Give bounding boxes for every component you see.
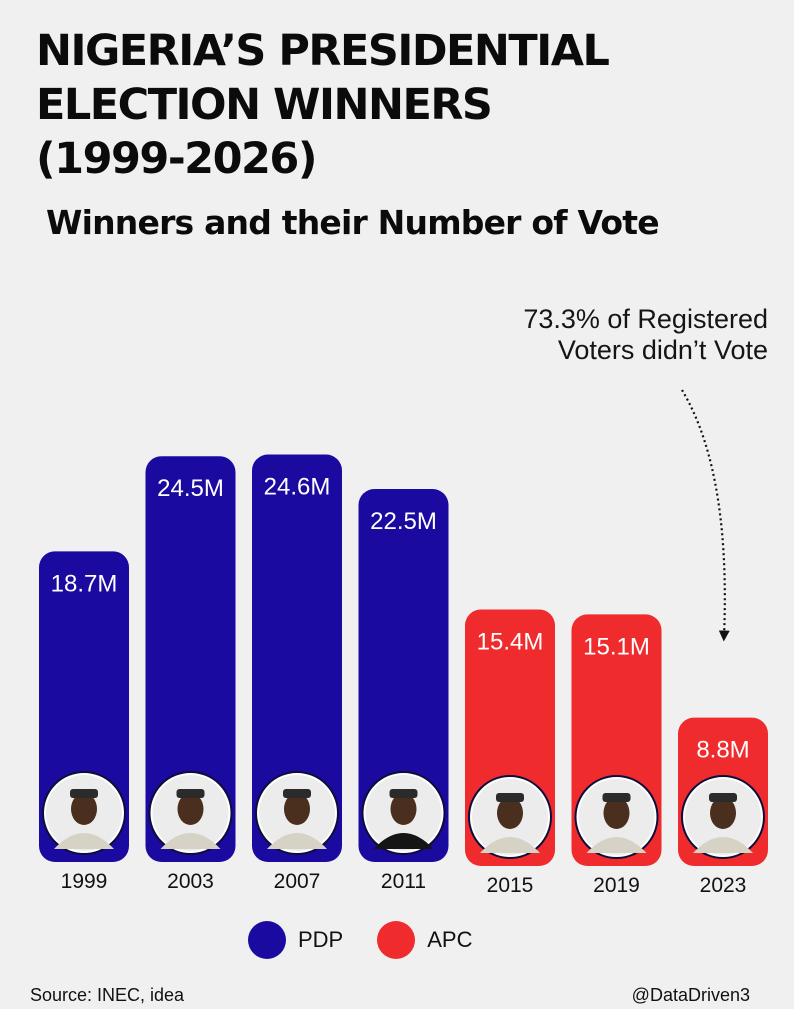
winner-portrait-icon <box>42 771 126 855</box>
year-label: 2007 <box>274 870 321 893</box>
year-label: 2003 <box>167 870 214 893</box>
annotation-arrow <box>681 389 730 642</box>
source-note: Source: INEC, idea <box>30 985 185 1005</box>
year-label: 2011 <box>381 870 426 893</box>
bar-value-label: 18.7M <box>51 570 118 597</box>
year-label: 1999 <box>61 870 108 893</box>
annotation-line-2: Voters didn’t Vote <box>557 335 768 365</box>
winner-portrait-icon <box>681 775 765 859</box>
chart-legend: PDP APC <box>248 921 507 959</box>
bar-value-label: 22.5M <box>370 508 437 535</box>
winner-portrait-icon <box>255 771 339 855</box>
legend-item-pdp: PDP <box>248 921 343 959</box>
annotation-line-1: 73.3% of Registered <box>523 304 768 334</box>
turnout-annotation: 73.3% of Registered Voters didn’t Vote <box>523 304 768 366</box>
bar-value-label: 24.6M <box>264 474 331 501</box>
legend-label-apc: APC <box>427 927 473 952</box>
year-label: 2019 <box>593 874 640 897</box>
bar-2007 <box>252 454 342 862</box>
bar-value-label: 15.1M <box>583 633 650 660</box>
chart-title-line-1: NIGERIA’S PRESIDENTIAL <box>36 26 610 76</box>
chart-subtitle: Winners and their Number of Vote <box>46 203 660 242</box>
legend-swatch-apc <box>377 921 416 959</box>
winner-portrait-icon <box>148 771 233 855</box>
winner-portrait-icon <box>574 775 659 859</box>
chart-title: NIGERIA’S PRESIDENTIAL ELECTION WINNERS … <box>36 24 610 186</box>
year-label: 2015 <box>487 874 534 897</box>
chart-title-line-2: ELECTION WINNERS <box>36 80 493 130</box>
bar-2003 <box>145 456 236 862</box>
legend-label-pdp: PDP <box>298 927 344 952</box>
chart-title-line-3: (1999-2026) <box>36 134 318 184</box>
winner-portrait-icon <box>361 771 446 855</box>
bar-value-label: 15.4M <box>477 628 544 655</box>
bar-2011 <box>358 489 449 862</box>
bar-value-label: 24.5M <box>157 475 224 502</box>
legend-item-apc: APC <box>377 921 473 959</box>
winner-portrait-icon <box>468 775 552 859</box>
legend-swatch-pdp <box>248 921 286 959</box>
author-handle: @DataDriven3 <box>631 985 750 1005</box>
year-label: 2023 <box>700 874 747 897</box>
bar-value-label: 8.8M <box>696 737 749 764</box>
